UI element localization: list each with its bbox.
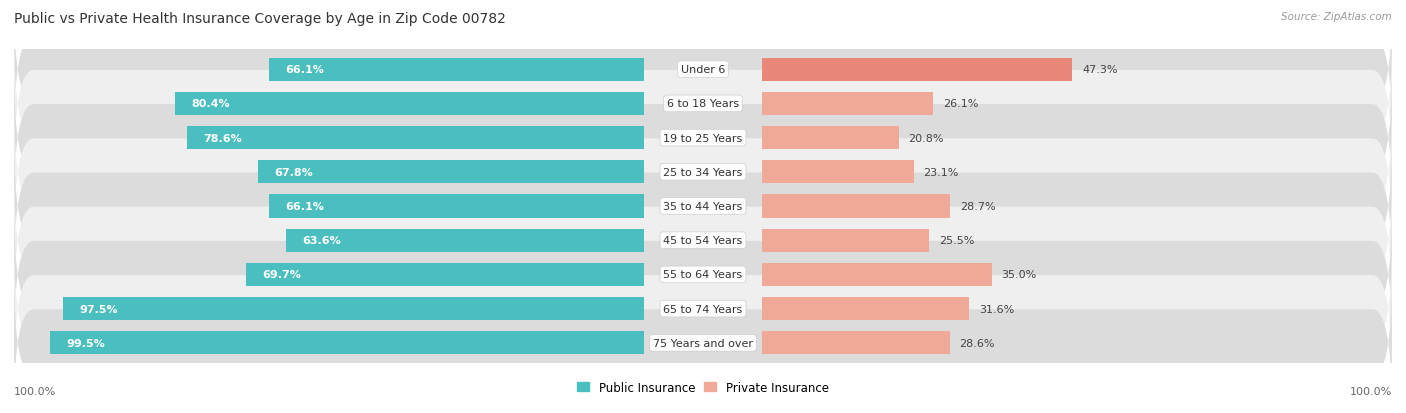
Text: 75 Years and over: 75 Years and over bbox=[652, 338, 754, 348]
FancyBboxPatch shape bbox=[14, 1, 1392, 139]
Text: 55 to 64 Years: 55 to 64 Years bbox=[664, 270, 742, 280]
Text: 63.6%: 63.6% bbox=[302, 236, 340, 246]
Text: 78.6%: 78.6% bbox=[204, 133, 242, 143]
Bar bbox=[270, 195, 644, 218]
Text: 100.0%: 100.0% bbox=[1350, 387, 1392, 396]
Text: 28.6%: 28.6% bbox=[959, 338, 995, 348]
Text: 100.0%: 100.0% bbox=[14, 387, 56, 396]
FancyBboxPatch shape bbox=[14, 35, 1392, 173]
FancyBboxPatch shape bbox=[14, 138, 1392, 275]
Text: Source: ZipAtlas.com: Source: ZipAtlas.com bbox=[1281, 12, 1392, 22]
Bar bbox=[762, 195, 950, 218]
Text: 25 to 34 Years: 25 to 34 Years bbox=[664, 167, 742, 177]
Bar bbox=[762, 127, 898, 150]
Text: 35.0%: 35.0% bbox=[1001, 270, 1036, 280]
Bar bbox=[176, 93, 644, 116]
Bar bbox=[762, 263, 991, 286]
Text: 47.3%: 47.3% bbox=[1083, 65, 1118, 75]
Bar bbox=[51, 331, 644, 355]
Bar bbox=[187, 127, 644, 150]
Text: 20.8%: 20.8% bbox=[908, 133, 943, 143]
Bar bbox=[762, 161, 914, 184]
Bar bbox=[762, 58, 1073, 82]
Text: 67.8%: 67.8% bbox=[274, 167, 314, 177]
FancyBboxPatch shape bbox=[14, 104, 1392, 241]
Text: 28.7%: 28.7% bbox=[960, 202, 995, 211]
Text: Under 6: Under 6 bbox=[681, 65, 725, 75]
Bar bbox=[762, 229, 929, 252]
Text: 66.1%: 66.1% bbox=[285, 65, 325, 75]
Text: 35 to 44 Years: 35 to 44 Years bbox=[664, 202, 742, 211]
Text: 23.1%: 23.1% bbox=[924, 167, 959, 177]
Bar bbox=[270, 58, 644, 82]
Text: 25.5%: 25.5% bbox=[939, 236, 974, 246]
Text: 66.1%: 66.1% bbox=[285, 202, 325, 211]
FancyBboxPatch shape bbox=[14, 206, 1392, 344]
Text: Public vs Private Health Insurance Coverage by Age in Zip Code 00782: Public vs Private Health Insurance Cover… bbox=[14, 12, 506, 26]
Bar bbox=[762, 93, 934, 116]
Text: 26.1%: 26.1% bbox=[943, 99, 979, 109]
Text: 31.6%: 31.6% bbox=[979, 304, 1015, 314]
Bar bbox=[762, 297, 969, 320]
FancyBboxPatch shape bbox=[14, 69, 1392, 207]
Bar bbox=[259, 161, 644, 184]
Text: 19 to 25 Years: 19 to 25 Years bbox=[664, 133, 742, 143]
FancyBboxPatch shape bbox=[14, 274, 1392, 412]
Text: 6 to 18 Years: 6 to 18 Years bbox=[666, 99, 740, 109]
Bar bbox=[285, 229, 644, 252]
Text: 69.7%: 69.7% bbox=[262, 270, 301, 280]
Bar bbox=[246, 263, 644, 286]
Bar bbox=[762, 331, 949, 355]
Legend: Public Insurance, Private Insurance: Public Insurance, Private Insurance bbox=[572, 376, 834, 399]
Text: 97.5%: 97.5% bbox=[80, 304, 118, 314]
Bar bbox=[63, 297, 644, 320]
Text: 45 to 54 Years: 45 to 54 Years bbox=[664, 236, 742, 246]
Text: 99.5%: 99.5% bbox=[66, 338, 105, 348]
FancyBboxPatch shape bbox=[14, 240, 1392, 378]
FancyBboxPatch shape bbox=[14, 172, 1392, 309]
Text: 80.4%: 80.4% bbox=[191, 99, 231, 109]
Text: 65 to 74 Years: 65 to 74 Years bbox=[664, 304, 742, 314]
